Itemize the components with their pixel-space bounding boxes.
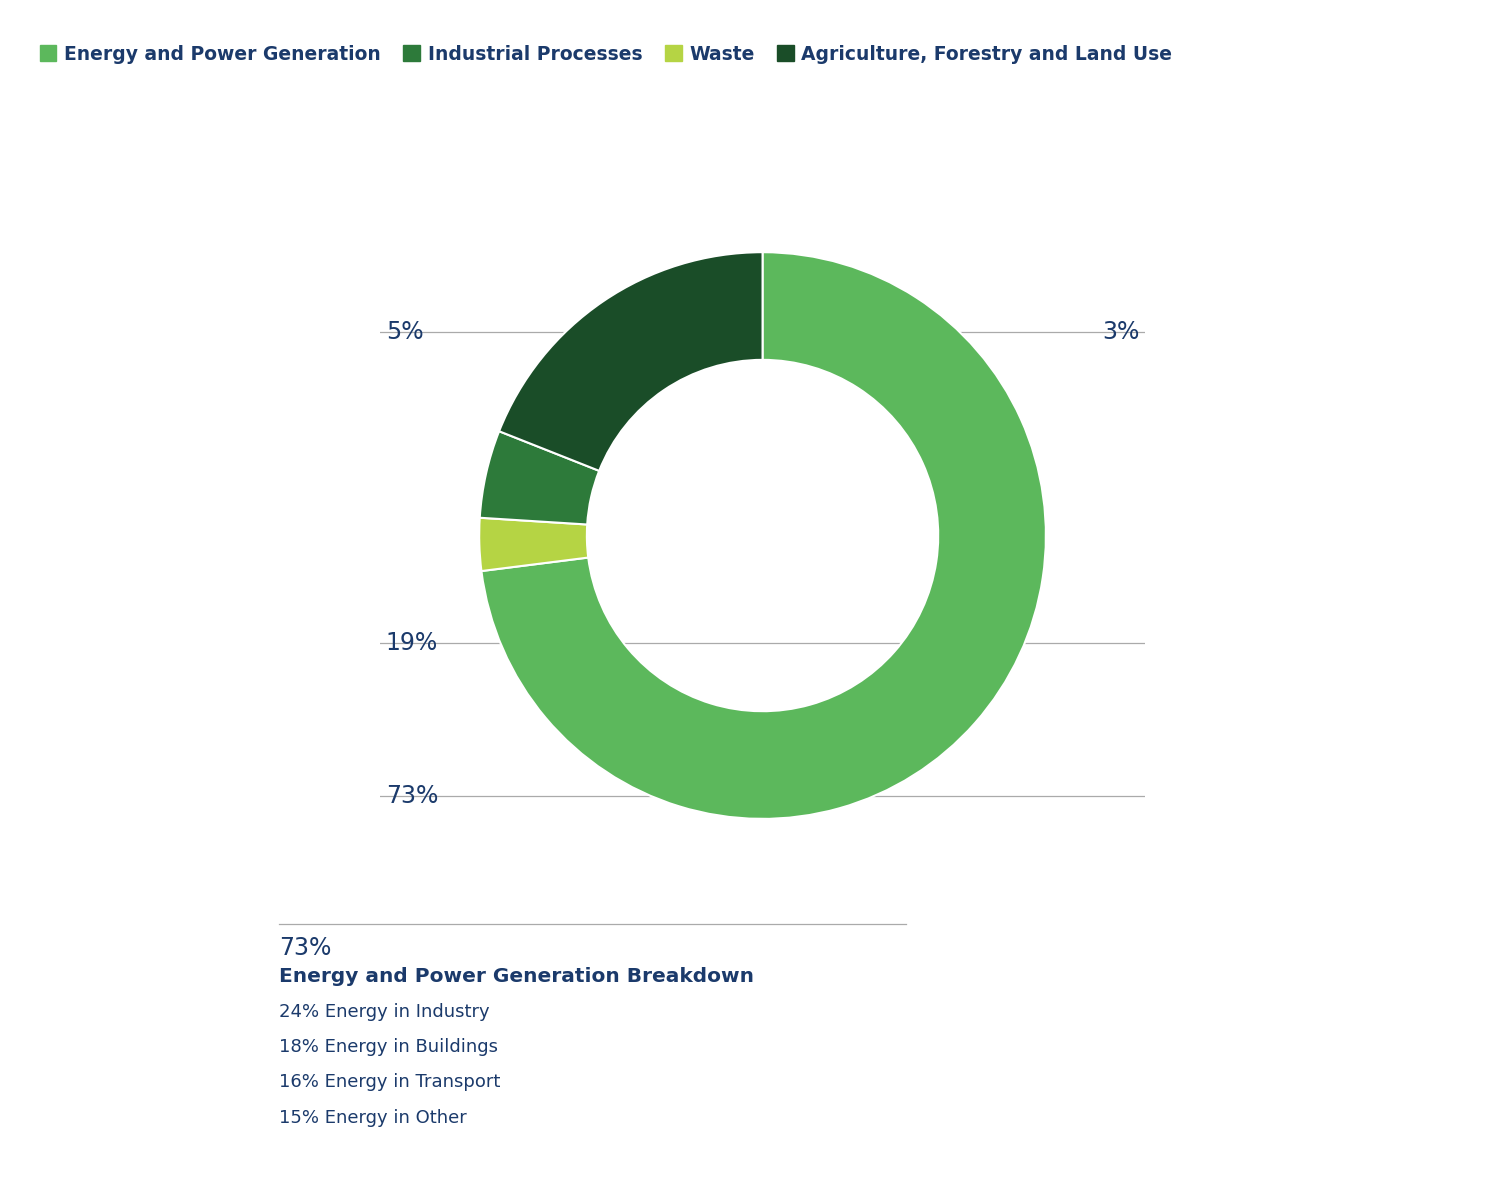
Wedge shape bbox=[480, 431, 599, 525]
Text: 5%: 5% bbox=[385, 319, 423, 344]
Legend: Energy and Power Generation, Industrial Processes, Waste, Agriculture, Forestry : Energy and Power Generation, Industrial … bbox=[39, 45, 1172, 64]
Text: 16% Energy in Transport: 16% Energy in Transport bbox=[279, 1073, 501, 1091]
Text: 3%: 3% bbox=[1102, 319, 1140, 344]
Wedge shape bbox=[479, 518, 589, 571]
Wedge shape bbox=[482, 252, 1046, 819]
Text: 15% Energy in Other: 15% Energy in Other bbox=[279, 1109, 467, 1126]
Text: 73%: 73% bbox=[385, 784, 438, 809]
Text: Energy and Power Generation Breakdown: Energy and Power Generation Breakdown bbox=[279, 967, 755, 986]
Text: 24% Energy in Industry: 24% Energy in Industry bbox=[279, 1003, 489, 1020]
Text: 18% Energy in Buildings: 18% Energy in Buildings bbox=[279, 1038, 498, 1056]
Text: 73%: 73% bbox=[279, 936, 332, 959]
Wedge shape bbox=[500, 252, 763, 471]
Text: 19%: 19% bbox=[385, 631, 438, 656]
